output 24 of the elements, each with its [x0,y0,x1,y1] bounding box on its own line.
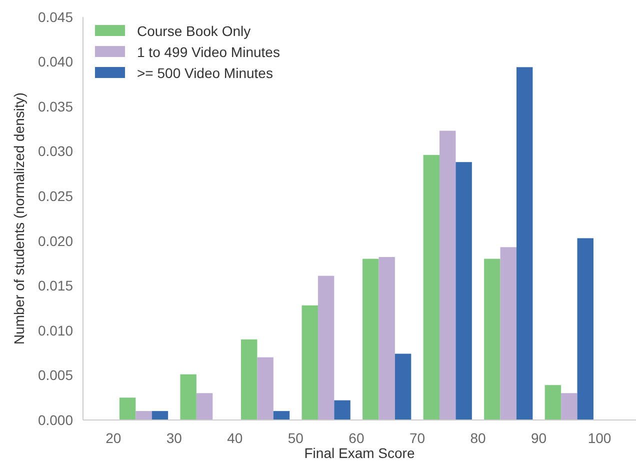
legend-label: Course Book Only [137,22,251,39]
x-tick-label: 40 [227,430,243,446]
y-tick-label: 0.030 [38,143,74,160]
y-tick-label: 0.045 [38,8,74,25]
legend-label: >= 500 Video Minutes [137,64,273,81]
x-axis-title: Final Exam Score [304,445,415,461]
x-tick-label: 100 [588,430,612,446]
y-tick-label: 0.035 [38,98,74,114]
y-tick-label: 0.010 [38,322,74,338]
x-tick-label: 50 [288,430,304,446]
x-tick-label: 70 [409,430,426,446]
y-tick-label: 0.025 [38,188,74,204]
x-tick-label: 60 [348,430,364,446]
legend-label: 1 to 499 Video Minutes [137,44,280,60]
x-tick-label: 30 [166,430,182,446]
y-tick-label: 0.015 [38,278,74,294]
x-tick-label: 80 [470,430,486,446]
x-tick-label: 20 [106,430,122,446]
y-tick-label: 0.040 [38,54,74,70]
y-tick-label: 0.005 [38,367,74,384]
y-axis-title: Number of students (normalized density) [11,92,27,345]
y-tick-label: 0.000 [38,412,74,428]
x-tick-label: 90 [530,430,547,446]
y-tick-label: 0.020 [38,232,74,249]
